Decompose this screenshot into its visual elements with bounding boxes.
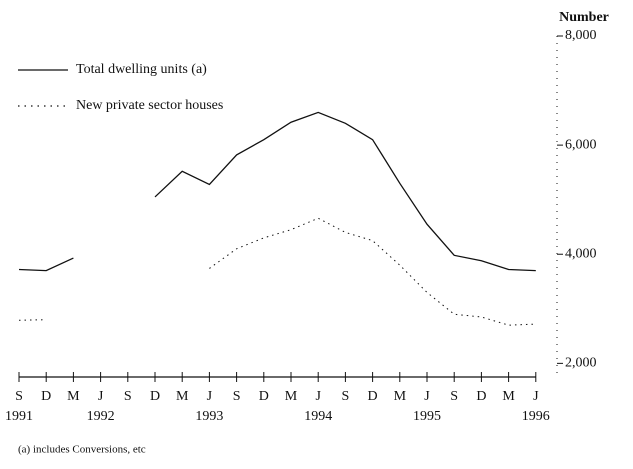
x-tick-label: J xyxy=(533,389,539,404)
x-tick-label: J xyxy=(315,389,321,404)
x-year-label: 1996 xyxy=(522,409,550,424)
x-tick-label: D xyxy=(476,389,486,404)
x-tick-label: S xyxy=(450,389,458,404)
x-tick-label: S xyxy=(124,389,132,404)
x-tick-label: M xyxy=(176,389,189,404)
legend-label: New private sector houses xyxy=(76,98,223,113)
legend-label: Total dwelling units (a) xyxy=(76,62,207,77)
x-tick-label: J xyxy=(207,389,213,404)
x-tick-label: D xyxy=(41,389,51,404)
x-tick-label: S xyxy=(15,389,23,404)
x-year-label: 1995 xyxy=(413,409,441,424)
x-tick-label: S xyxy=(342,389,350,404)
y-tick-label: 8,000 xyxy=(565,28,597,43)
y-tick-label: 2,000 xyxy=(565,356,597,371)
x-tick-label: M xyxy=(502,389,515,404)
y-tick-label: 4,000 xyxy=(565,246,597,261)
x-year-label: 1991 xyxy=(5,409,33,424)
x-tick-label: M xyxy=(67,389,80,404)
y-axis-label: Number xyxy=(559,10,609,25)
y-tick-label: 6,000 xyxy=(565,137,597,152)
x-tick-label: M xyxy=(394,389,407,404)
x-tick-label: D xyxy=(259,389,269,404)
x-year-label: 1992 xyxy=(87,409,115,424)
x-year-label: 1993 xyxy=(195,409,223,424)
x-tick-label: D xyxy=(150,389,160,404)
footnote: (a) includes Conversions, etc xyxy=(18,444,146,456)
x-tick-label: J xyxy=(98,389,104,404)
x-tick-label: J xyxy=(424,389,430,404)
series-line xyxy=(18,217,536,326)
x-year-label: 1994 xyxy=(304,409,332,424)
series-line xyxy=(18,111,536,272)
x-tick-label: M xyxy=(285,389,298,404)
x-tick-label: S xyxy=(233,389,241,404)
x-tick-label: D xyxy=(368,389,378,404)
